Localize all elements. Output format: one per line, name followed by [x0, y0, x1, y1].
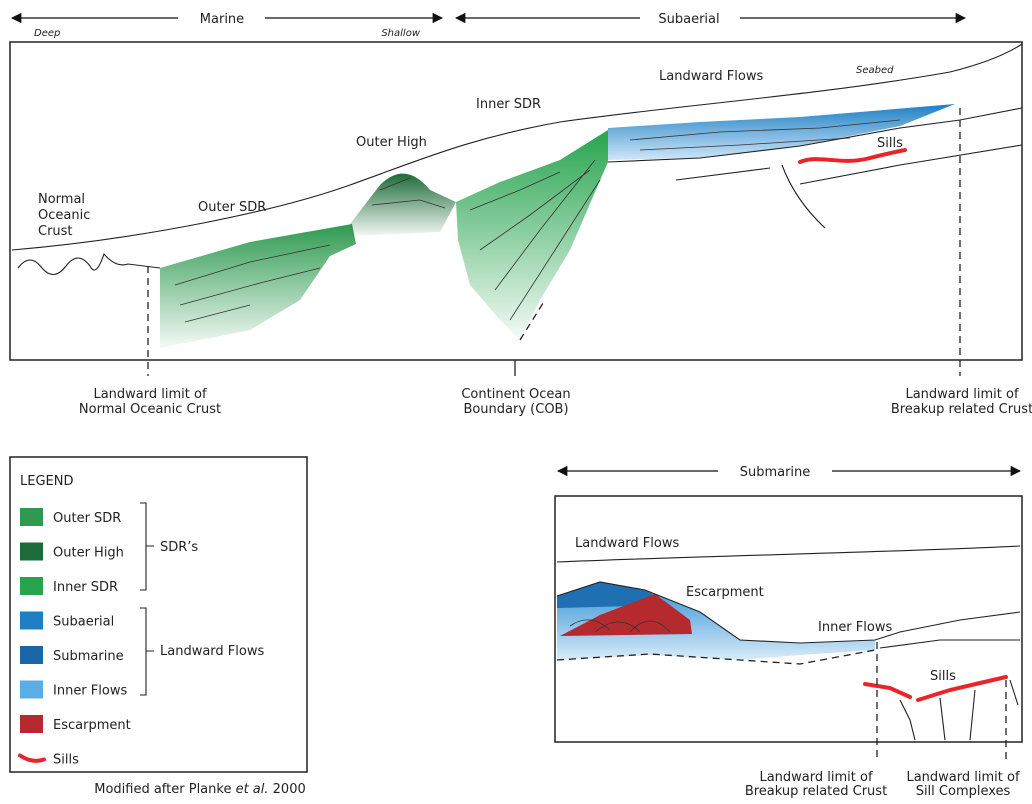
main-limits: Landward limit of Normal Oceanic Crust Co… [79, 387, 1032, 417]
legend-swatch [20, 577, 43, 595]
legend-label: Inner SDR [53, 580, 118, 595]
legend-label: Subaerial [53, 615, 114, 630]
subaerial-label: Subaerial [658, 12, 719, 27]
landward-flows-label: Landward Flows [575, 536, 679, 551]
legend-swatch [20, 715, 43, 733]
legend-group: SDR’s [160, 540, 198, 555]
sills-label: Sills [877, 136, 903, 151]
limit-label: Landward limit of Breakup related Crust [891, 387, 1032, 417]
legend-label: Submarine [53, 649, 124, 664]
escarpment-label: Escarpment [686, 585, 764, 600]
sills-label: Sills [930, 669, 956, 684]
limit-label: Landward limit of Breakup related Crust [745, 770, 887, 799]
inner-flows-label: Inner Flows [818, 620, 892, 635]
legend-label: Sills [53, 753, 79, 768]
legend-swatch [20, 646, 43, 664]
outer-high-label: Outer High [356, 135, 427, 150]
caption: Modified after Planke et al. 2000 [94, 782, 306, 797]
limit-label: Landward limit of Normal Oceanic Crust [79, 387, 221, 417]
legend-label: Outer SDR [53, 511, 121, 526]
legend-swatch [20, 542, 43, 561]
legend-swatch [18, 753, 46, 763]
legend-title: LEGEND [20, 474, 73, 489]
marine-label: Marine [200, 12, 244, 27]
legend-items: Outer SDR Outer High Inner SDR Subaerial Sub… [18, 508, 131, 768]
deep-label: Deep [34, 28, 60, 39]
detail-section: Submarine Landward Flows Escarpment Inne… [554, 465, 1023, 799]
legend-swatch [20, 680, 43, 699]
shallow-label: Shallow [381, 28, 420, 39]
legend-label: Outer High [53, 546, 124, 561]
legend-swatch [20, 611, 43, 630]
limit-label: Continent Ocean Boundary (COB) [461, 387, 570, 417]
legend-swatch [20, 508, 43, 526]
main-section: Landward Flows Seabed Inner SDR Outer Hi… [9, 41, 1023, 376]
seabed-label: Seabed [856, 65, 894, 76]
legend: LEGEND Outer SDR Outer High Inner SDR Subae… [9, 456, 308, 773]
legend-group: Landward Flows [160, 644, 264, 659]
inner-sdr-label: Inner SDR [476, 97, 541, 112]
normal-oceanic-crust-label: Normal Oceanic Crust [38, 192, 94, 239]
submarine-label: Submarine [740, 465, 811, 480]
landward-flows-label: Landward Flows [659, 69, 763, 84]
limit-label: Landward limit of Sill Complexes [906, 770, 1019, 799]
legend-label: Escarpment [53, 718, 131, 733]
top-arrows: Marine Deep Shallow Subaerial [10, 12, 967, 39]
legend-label: Inner Flows [53, 684, 127, 699]
outer-sdr-label: Outer SDR [198, 200, 266, 215]
